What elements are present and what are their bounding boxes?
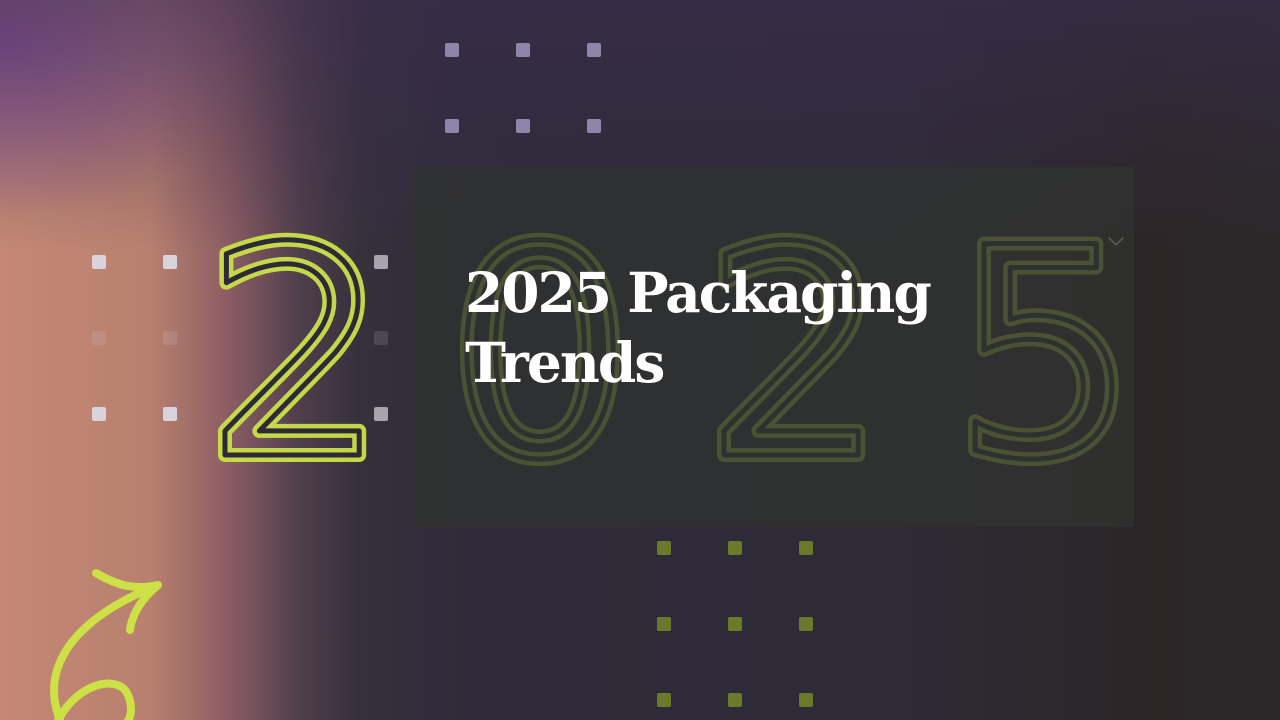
page-title: 2025 Packaging Trends xyxy=(465,258,932,398)
dot xyxy=(374,331,388,345)
dot xyxy=(799,617,813,631)
dot xyxy=(163,331,177,345)
dot xyxy=(657,693,671,707)
dot xyxy=(728,617,742,631)
curly-arrow-icon xyxy=(50,569,162,720)
dot xyxy=(445,119,459,133)
dot xyxy=(516,119,530,133)
dot xyxy=(728,541,742,555)
dot xyxy=(374,255,388,269)
title-line-2: Trends xyxy=(465,330,665,395)
title-panel xyxy=(414,167,1134,527)
dot xyxy=(92,331,106,345)
dot xyxy=(799,693,813,707)
dot xyxy=(657,617,671,631)
dot xyxy=(163,407,177,421)
dot xyxy=(92,255,106,269)
dot xyxy=(374,407,388,421)
dot xyxy=(657,541,671,555)
neon-digit-2: 2 xyxy=(204,187,389,524)
dot xyxy=(163,255,177,269)
dot xyxy=(516,43,530,57)
dot xyxy=(587,119,601,133)
dot xyxy=(799,541,813,555)
dot xyxy=(92,407,106,421)
neon-digit-2-inner: 2 xyxy=(204,187,389,524)
title-line-1: 2025 Packaging xyxy=(465,260,932,325)
dot xyxy=(728,693,742,707)
dot xyxy=(445,43,459,57)
dot xyxy=(587,43,601,57)
